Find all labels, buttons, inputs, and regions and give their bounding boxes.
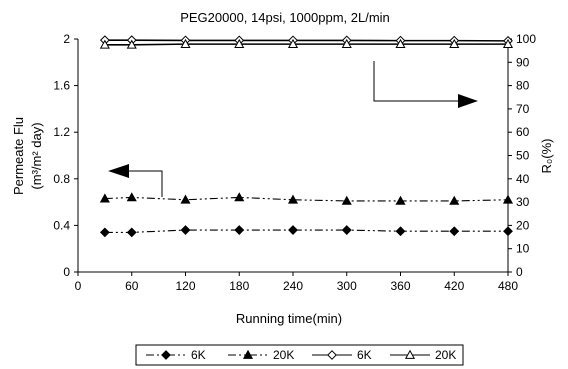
y-left-axis-label-line2: (m³/m² day) [29,122,44,189]
data-point-20k-right [126,39,137,49]
legend-swatch-marker [242,349,254,359]
data-point-20k-left [234,192,245,202]
legend-label: 20K [435,348,456,362]
data-point-20k-right [449,38,460,48]
y-right-tick-label: 0 [516,265,523,279]
x-axis-label: Running time(min) [236,311,342,326]
legend-label: 6K [357,348,372,362]
legend-box [135,344,464,366]
y-left-tick-label: 0.4 [53,218,70,232]
x-tick-label: 120 [175,279,195,293]
legend-label: 20K [273,348,294,362]
y-right-tick-label: 10 [516,242,530,256]
x-tick-label: 240 [283,279,303,293]
data-point-20k-left [99,193,110,203]
chart-title: PEG20000, 14psi, 1000ppm, 2L/min [180,10,390,25]
y-left-axis-label-line1: Permeate Flu [11,117,26,195]
legend-swatch-marker [161,350,171,360]
data-point-20k-left [502,194,514,204]
legend-item-6k-left: 6K [146,348,206,362]
x-tick-label: 180 [229,279,249,293]
x-tick-label: 300 [337,279,357,293]
legend-item-6k-right: 6K [312,348,372,362]
legend-swatch-marker [327,350,337,360]
plot-frame [77,39,509,273]
legend-label: 6K [191,348,206,362]
y-left-tick-label: 1.6 [53,79,70,93]
legend-swatch-marker [404,349,416,359]
y-left-tick-label: 0.8 [53,172,70,186]
series-layer [99,35,514,238]
data-point-6k-left [99,227,110,238]
y-left-tick-label: 2 [63,32,70,46]
data-point-20k-left [180,194,191,204]
y-right-axis-label: R₀(%) [539,138,554,173]
series-line-6k-right [104,39,509,42]
series-6k-left [99,225,513,238]
series-line-20k-right [104,43,508,46]
data-point-20k-left [287,194,299,204]
y-right-tick-label: 80 [516,79,530,93]
x-tick-label: 480 [498,279,518,293]
y-right-tick-label: 20 [516,218,530,232]
data-point-20k-left [395,195,406,205]
y-left-axis-ticks: 0 0.4 0.8 1.2 1.6 2 [53,32,78,279]
data-point-20k-right [395,38,406,48]
data-point-6k-left [449,226,460,237]
right-axis-pointer-arrow [373,61,478,108]
data-point-20k-right [99,39,110,49]
data-point-20k-right [287,38,299,48]
data-point-6k-left [180,225,191,235]
series-line-20k-left [104,196,509,202]
series-20k-right [99,38,514,49]
data-point-20k-left [341,195,352,205]
data-point-20k-right [341,38,352,48]
data-point-6k-left [126,227,137,238]
data-point-6k-left [288,225,298,235]
x-axis-ticks: 0 60 120 180 240 300 360 420 480 [75,272,518,293]
legend: 6K 20K 6K 20K [135,344,464,366]
data-point-20k-left [126,192,137,202]
y-left-tick-label: 0 [63,265,70,279]
left-axis-pointer-arrow [108,164,163,197]
data-point-20k-right [502,38,514,48]
y-right-tick-label: 100 [516,32,536,46]
legend-item-20k-right: 20K [390,348,456,362]
series-line-6k-left [104,229,508,233]
y-right-tick-label: 50 [516,149,530,163]
y-right-tick-label: 30 [516,195,530,209]
data-point-6k-left [503,226,513,237]
data-point-6k-left [234,225,245,235]
x-tick-label: 0 [75,279,82,293]
x-tick-label: 420 [444,279,464,293]
y-right-axis-ticks: 0 10 20 30 40 50 60 70 80 90 100 [508,32,536,279]
series-20k-left [99,192,514,205]
data-point-6k-left [395,226,406,237]
x-tick-label: 360 [390,279,410,293]
y-right-tick-label: 90 [516,55,530,69]
y-left-tick-label: 1.2 [53,125,70,139]
data-point-20k-right [234,38,245,48]
data-point-20k-left [449,195,460,205]
y-right-tick-label: 40 [516,172,530,186]
data-point-6k-left [341,225,352,235]
x-tick-label: 60 [125,279,139,293]
y-right-tick-label: 60 [516,125,530,139]
data-point-20k-right [180,38,191,48]
legend-item-20k-left: 20K [228,348,294,362]
y-right-tick-label: 70 [516,102,530,116]
